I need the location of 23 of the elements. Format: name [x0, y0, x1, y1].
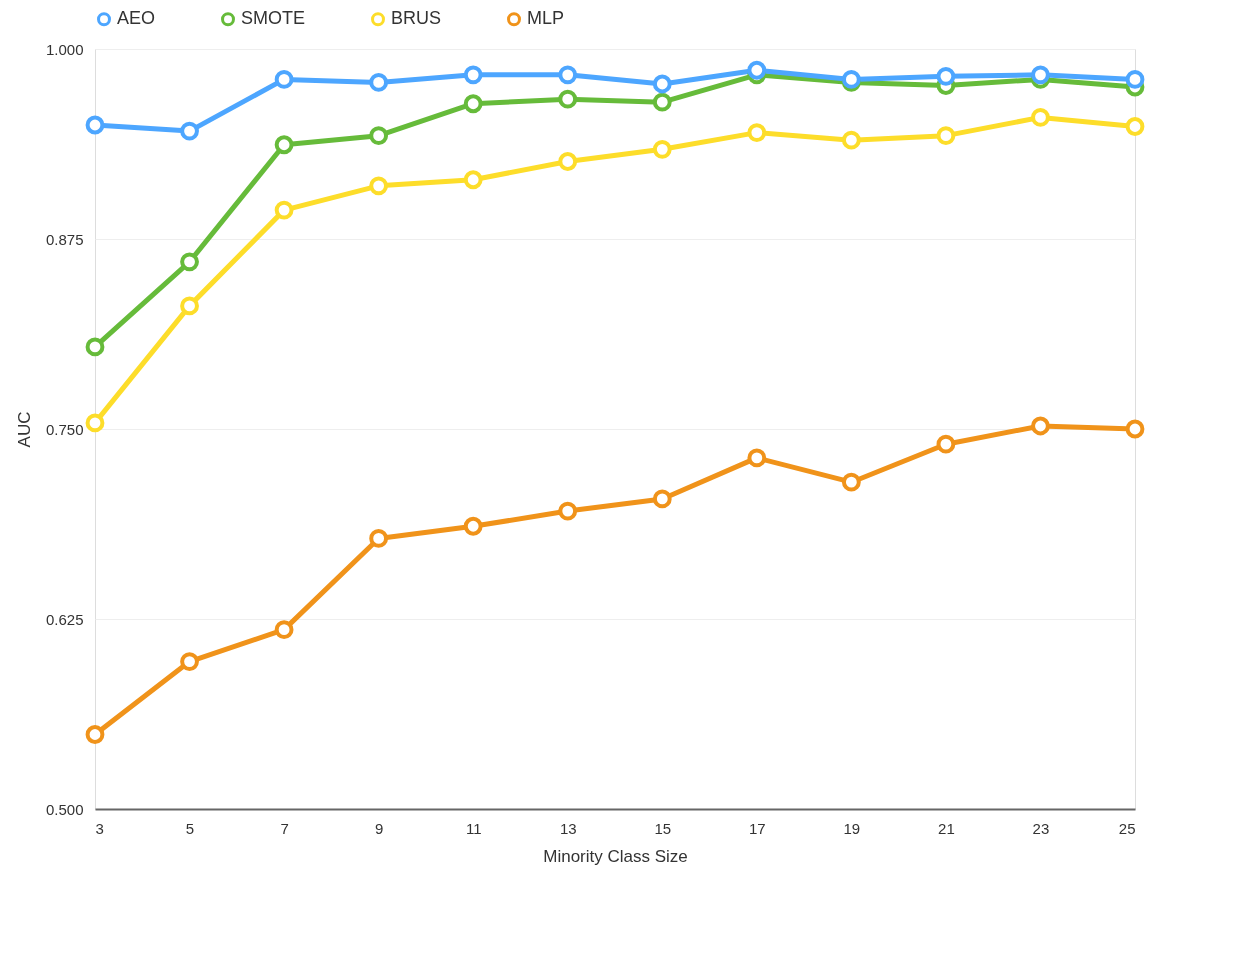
y-axis-title: AUC: [14, 411, 34, 448]
x-tick-label: 17: [748, 819, 766, 837]
x-tick-label: 11: [465, 819, 482, 837]
y-tick-label: 1.000: [45, 40, 84, 58]
x-tick-label: 13: [559, 819, 577, 837]
y-tick-label: 0.875: [45, 230, 84, 248]
legend-label: MLP: [527, 8, 565, 29]
y-tick-label: 0.750: [45, 420, 84, 438]
x-tick-label: 15: [654, 819, 672, 837]
x-axis-title: Minority Class Size: [543, 846, 688, 866]
x-tick-label: 3: [95, 819, 104, 837]
legend-label: SMOTE: [241, 8, 306, 29]
y-tick-label: 0.500: [45, 800, 84, 818]
x-tick-label: 5: [185, 819, 195, 837]
x-tick-label: 7: [280, 819, 289, 837]
x-tick-label: 23: [1032, 819, 1050, 837]
x-tick-label: 21: [938, 819, 955, 837]
x-tick-label: 19: [843, 819, 861, 837]
x-tick-label: 25: [1118, 819, 1136, 837]
x-tick-label: 9: [374, 819, 384, 837]
y-tick-label: 0.625: [45, 610, 84, 628]
legend-label: AEO: [117, 8, 156, 29]
legend-label: BRUS: [391, 8, 442, 29]
